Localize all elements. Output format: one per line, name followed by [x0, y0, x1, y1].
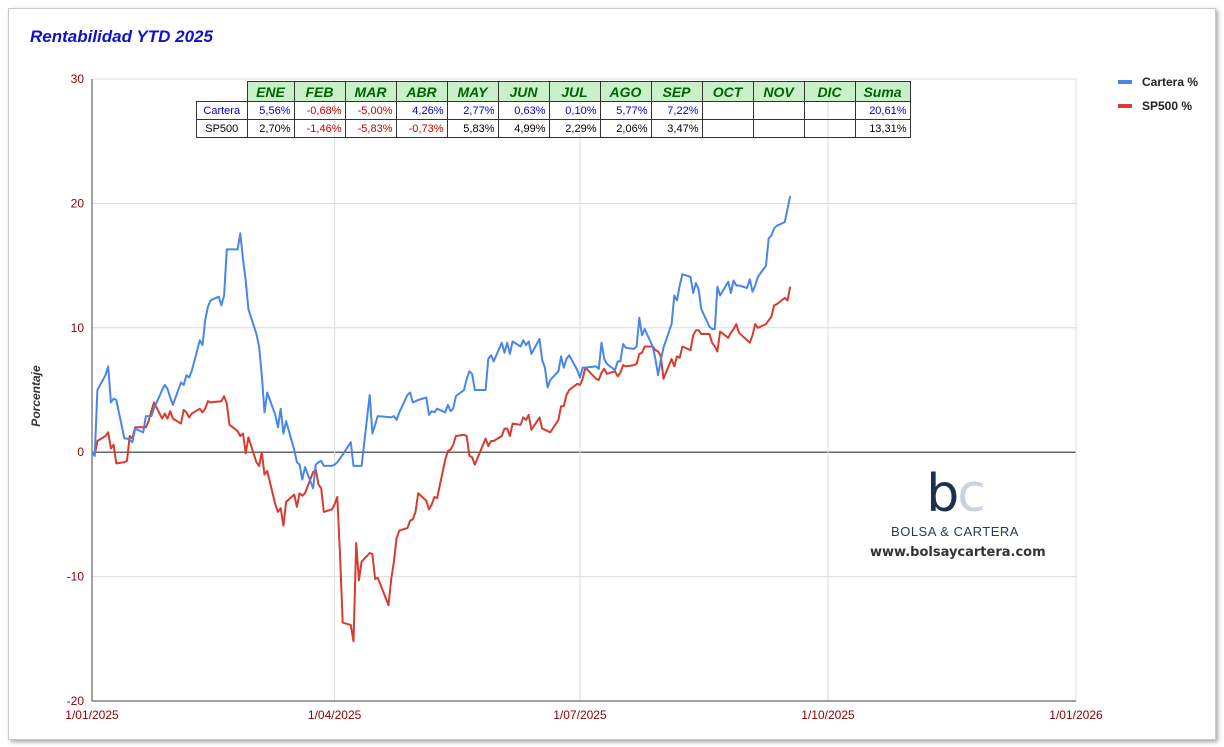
legend-item: Cartera %: [1118, 70, 1198, 94]
legend-swatch: [1118, 104, 1132, 108]
table-row-label: SP500: [196, 119, 248, 138]
table-cell: 2,29%: [548, 119, 601, 138]
table-cell: 13,31%: [854, 119, 911, 138]
legend-label: Cartera %: [1142, 75, 1199, 89]
table-cell: [803, 119, 856, 138]
table-cell: [701, 101, 754, 120]
table-cell: [701, 119, 754, 138]
table-cell: [803, 101, 856, 120]
legend-item: SP500 %: [1118, 94, 1198, 118]
x-tick-label: 1/10/2025: [801, 708, 855, 722]
table-header-cell: ABR: [395, 81, 448, 102]
table-header-cell: OCT: [701, 81, 754, 102]
series-line-sp500: [91, 286, 792, 643]
table-header-cell: Suma: [854, 81, 911, 102]
series-lines: [91, 195, 792, 643]
x-tick-label: 1/01/2026: [1049, 708, 1103, 722]
y-tick-label: -10: [67, 570, 85, 584]
table-header-cell: [196, 81, 247, 102]
y-axis-label: Porcentaje: [29, 365, 43, 427]
axes: 30 20 10 0 -10 -201/01/2025 1/04/2025 1/07/2025…: [65, 72, 1103, 722]
y-tick-label: 10: [71, 321, 85, 335]
table-cell: 20,61%: [854, 101, 911, 120]
table-row-label: Cartera: [196, 101, 248, 120]
table-cell: -0,68%: [293, 101, 346, 120]
table-header-cell: JUL: [548, 81, 601, 102]
logo-mark: bc: [870, 468, 1040, 520]
table-cell: 5,77%: [599, 101, 652, 120]
table-cell: 3,47%: [650, 119, 703, 138]
legend-label: SP500 %: [1142, 99, 1193, 113]
table-cell: 2,77%: [446, 101, 499, 120]
table-cell: 7,22%: [650, 101, 703, 120]
watermark-logo: bc BOLSA & CARTERA www.bolsaycartera.com: [870, 468, 1046, 560]
logo-url: www.bolsaycartera.com: [870, 545, 1046, 560]
table-cell: 2,06%: [599, 119, 652, 138]
y-tick-label: -20: [67, 694, 85, 708]
series-line-cartera: [91, 195, 792, 490]
table-header-cell: MAY: [446, 81, 499, 102]
table-cell: -5,00%: [344, 101, 397, 120]
table-cell: 2,70%: [246, 119, 295, 138]
grid-lines: [91, 78, 1077, 702]
table-row: Cartera 5,56% -0,68% -5,00% 4,26% 2,77% 0,63% 0…: [196, 101, 911, 120]
table-cell: -0,73%: [395, 119, 448, 138]
x-tick-label: 1/01/2025: [65, 708, 119, 722]
table-header-cell: ENE: [246, 81, 295, 102]
table-cell: 5,56%: [246, 101, 295, 120]
table-row: SP500 2,70% -1,46% -5,83% -0,73% 5,83% 4,99% 2,…: [196, 119, 911, 138]
table-cell: 0,63%: [497, 101, 550, 120]
table-cell: 0,10%: [548, 101, 601, 120]
monthly-returns-table: ENE FEB MAR ABR MAY JUN JUL AGO SEP OCT NOV DIC Suma…: [196, 81, 911, 138]
legend: Cartera % SP500 %: [1118, 70, 1198, 118]
table-header-cell: DIC: [803, 81, 856, 102]
table-header-cell: MAR: [344, 81, 397, 102]
table-cell: 4,26%: [395, 101, 448, 120]
y-tick-label: 30: [71, 72, 85, 86]
table-cell: 4,99%: [497, 119, 550, 138]
table-header-cell: NOV: [752, 81, 805, 102]
legend-swatch: [1118, 80, 1132, 84]
logo-letter-c: c: [957, 464, 986, 524]
table-header-cell: AGO: [599, 81, 652, 102]
table-cell: -5,83%: [344, 119, 397, 138]
table-cell: 5,83%: [446, 119, 499, 138]
y-tick-label: 20: [71, 196, 85, 210]
logo-name: BOLSA & CARTERA: [891, 524, 1019, 539]
table-cell: [752, 101, 805, 120]
table-header-row: ENE FEB MAR ABR MAY JUN JUL AGO SEP OCT NOV DIC Suma: [196, 81, 911, 102]
table-header-cell: JUN: [497, 81, 550, 102]
logo-letter-b: b: [926, 464, 959, 524]
chart-title: Rentabilidad YTD 2025: [30, 27, 213, 46]
x-tick-label: 1/07/2025: [553, 708, 607, 722]
table-cell: -1,46%: [293, 119, 346, 138]
table-header-cell: SEP: [650, 81, 703, 102]
y-tick-label: 0: [77, 445, 84, 459]
x-tick-label: 1/04/2025: [308, 708, 362, 722]
table-cell: [752, 119, 805, 138]
table-header-cell: FEB: [293, 81, 346, 102]
